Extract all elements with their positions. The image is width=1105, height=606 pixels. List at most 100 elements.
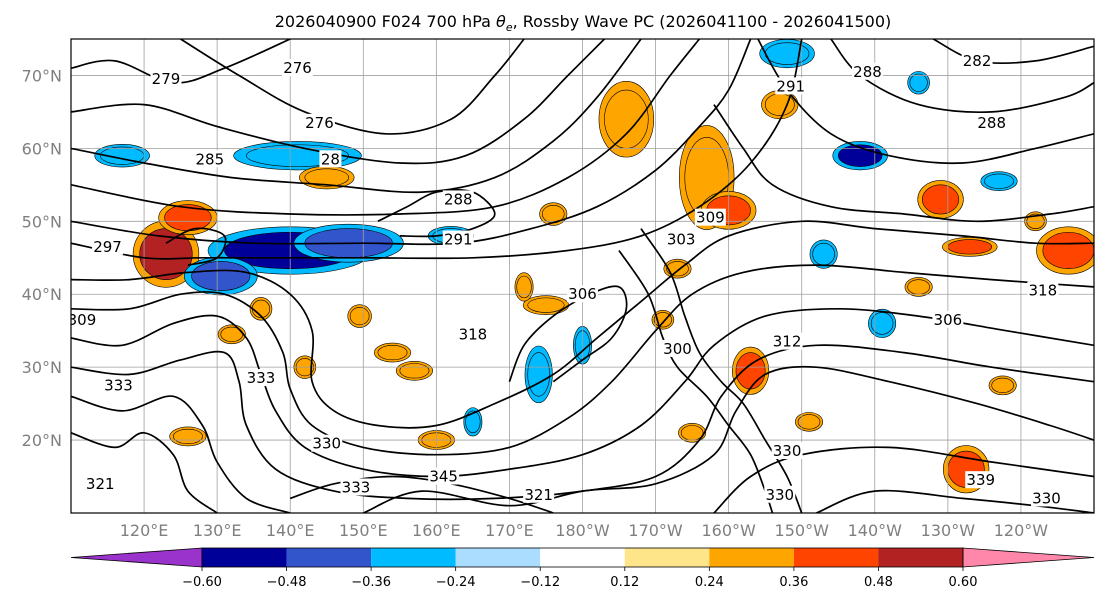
contour-line (71, 39, 642, 194)
contour-label-bg (442, 230, 474, 248)
contour-line (640, 228, 803, 513)
contour-label-bg (319, 150, 342, 168)
colorbar-segment (455, 548, 541, 567)
contour-label-bg (764, 485, 796, 503)
lat-tick-label: 30°N (22, 358, 62, 377)
anomaly-patch (907, 279, 930, 295)
anomaly-patches (94, 39, 1094, 494)
contour-label-bg (150, 70, 182, 88)
contour-label: 291 (444, 231, 473, 249)
contour-label-bg (965, 471, 997, 489)
contour-line (71, 264, 1094, 456)
lon-tick-label: 180°W (555, 521, 610, 540)
contour-label-bg (442, 190, 474, 208)
colorbar-tick-label: 0.24 (695, 575, 724, 590)
colorbar (70, 547, 1095, 568)
contour-label-bg (1027, 281, 1059, 299)
contour-line (165, 227, 227, 266)
map-frame (70, 38, 1095, 514)
contour-line (618, 250, 774, 513)
anomaly-patch (921, 184, 960, 215)
contour-label-bg (775, 77, 807, 95)
contour-line (180, 39, 525, 135)
contour-label: 285 (196, 150, 225, 168)
contour-label: 288 (444, 190, 473, 208)
lon-tick-label: 120°W (994, 521, 1049, 540)
chart-title: 2026040900 F024 700 hPa θe, Rossby Wave … (275, 12, 892, 34)
colorbar-extend-low (70, 547, 203, 568)
contour-line (71, 220, 1094, 429)
contour-label: 321 (86, 475, 115, 493)
contour-label: 318 (459, 325, 488, 343)
contour-line (932, 39, 1094, 64)
contour-label-bg (84, 474, 116, 492)
contour-label: 291 (776, 77, 805, 95)
contour-label-bg (311, 434, 343, 452)
contour-label-bg (851, 62, 883, 80)
contour-label-bg (457, 325, 489, 343)
colorbar-segment (371, 548, 456, 567)
lon-tick-label: 130°W (921, 521, 976, 540)
contour-label: 312 (773, 333, 802, 351)
contour-label-bg (194, 150, 226, 168)
contour-label: 333 (342, 478, 371, 496)
colorbar-tick-label: 0.60 (949, 575, 978, 590)
anomaly-patch (812, 242, 835, 266)
contour-label: 330 (312, 435, 341, 453)
contour-line (71, 39, 752, 246)
lon-tick-label: 160°E (412, 521, 461, 540)
colorbar-tick-label: −0.60 (182, 575, 222, 590)
lon-tick-label: 170°E (485, 521, 534, 540)
contour-line (71, 307, 1094, 478)
contour-line (71, 344, 1094, 501)
anomaly-patch (399, 363, 430, 379)
colorbar-segment (709, 548, 794, 567)
contour-label-bg (1031, 489, 1063, 507)
colorbar-segment (202, 548, 287, 567)
lon-tick-label: 140°E (266, 521, 315, 540)
contour-label: 306 (568, 285, 597, 303)
contour-label-bg (661, 339, 693, 357)
colorbar-segment (793, 548, 879, 567)
anomaly-patch (680, 425, 704, 441)
anomaly-patch (377, 344, 408, 361)
lat-tick-label: 50°N (22, 212, 62, 231)
lat-tick-label: 40°N (22, 285, 62, 304)
colorbar-segment (286, 548, 372, 567)
contour-label-bg (771, 332, 803, 350)
contour-label: 330 (1032, 489, 1061, 507)
anomaly-patch (1042, 231, 1094, 270)
lat-tick-label: 70°N (22, 66, 62, 85)
contour-label: 345 (429, 468, 458, 486)
colorbar-tick-label: −0.24 (436, 575, 476, 590)
contour-label: 318 (1029, 282, 1058, 300)
contour-label: 282 (963, 52, 992, 70)
lon-tick-label: 130°E (193, 521, 242, 540)
contour-labels: 279 276 276 285 28 288 291 297 309 333 333 318 330 33… (68, 51, 1063, 507)
contour-label-bg (771, 442, 803, 460)
lon-tick-label: 160°W (701, 521, 756, 540)
colorbar-segment (878, 548, 963, 567)
anomaly-patch (947, 239, 992, 255)
anomaly-patch (191, 261, 251, 291)
lon-tick-label: 170°W (628, 521, 683, 540)
contour-label: 309 (68, 311, 97, 329)
contour-label: 276 (283, 59, 312, 77)
contour-line (713, 104, 1094, 223)
anomaly-patch (349, 307, 370, 326)
contour-line (377, 189, 496, 238)
contour-label: 300 (663, 340, 692, 358)
contour-label-bg (694, 208, 726, 226)
contour-label: 279 (152, 70, 181, 88)
colorbar-tick-label: 0.36 (779, 575, 808, 590)
contour-label: 306 (934, 311, 963, 329)
contour-line (71, 39, 606, 165)
contour-line (508, 285, 628, 383)
contour-label: 28 (321, 150, 340, 168)
contour-label: 330 (773, 442, 802, 460)
anomaly-patch (173, 428, 203, 445)
colorbar-extend-high (962, 547, 1095, 568)
colorbar-tick-label: −0.48 (267, 575, 307, 590)
contour-label: 333 (104, 376, 133, 394)
anomaly-patch (909, 73, 928, 92)
